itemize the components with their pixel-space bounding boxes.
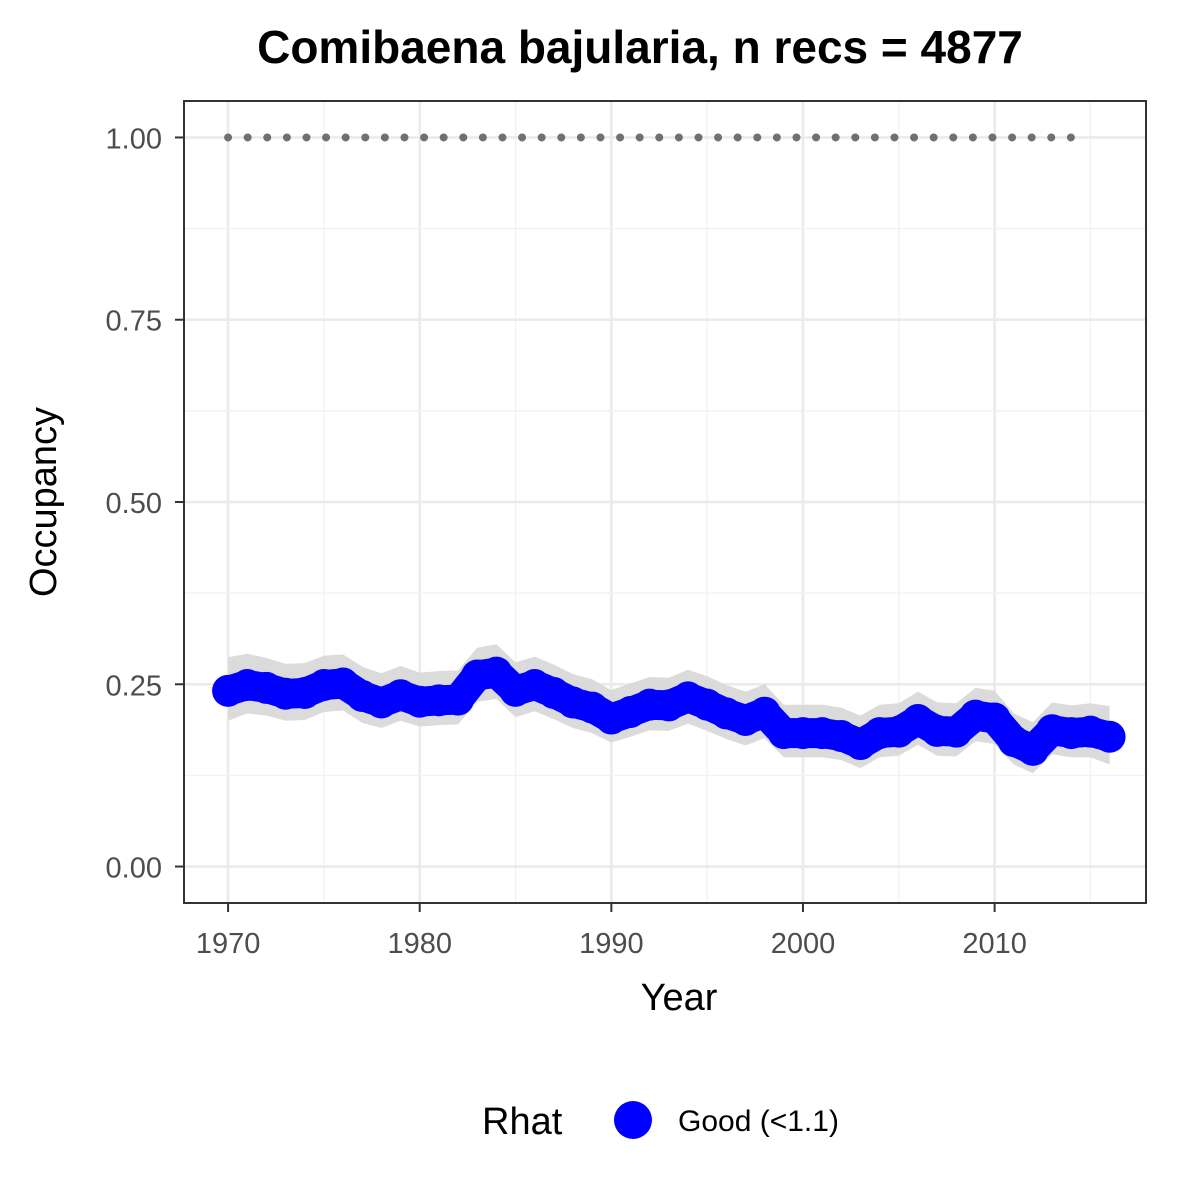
legend-title: Rhat [482,1101,563,1143]
x-tick-label: 1970 [196,928,261,960]
legend: Rhat Good (<1.1) [482,1101,839,1143]
x-axis: 1970 1980 1990 2000 2010 [196,903,1027,960]
y-tick-label: 0.00 [106,853,162,885]
y-tick-label: 1.00 [106,123,162,155]
legend-key-good [614,1101,652,1139]
x-tick-label: 1990 [579,928,644,960]
x-tick-label: 1980 [387,928,452,960]
chart-title: Comibaena bajularia, n recs = 4877 [257,21,1023,73]
data-point [748,696,781,729]
y-tick-label: 0.75 [106,306,162,338]
data-point [978,702,1011,735]
y-tick-label: 0.25 [106,670,162,702]
y-axis-title: Occupancy [23,407,65,597]
x-axis-title: Year [641,977,718,1019]
x-tick-label: 2000 [771,928,836,960]
legend-label-good: Good (<1.1) [678,1105,839,1138]
data-point [442,683,475,716]
series-points-group [212,656,1126,766]
y-axis: 0.00 0.25 0.50 0.75 1.00 [106,123,184,885]
data-point [1016,733,1049,766]
data-point [1093,720,1126,753]
x-tick-label: 2010 [962,928,1027,960]
y-tick-label: 0.50 [106,488,162,520]
